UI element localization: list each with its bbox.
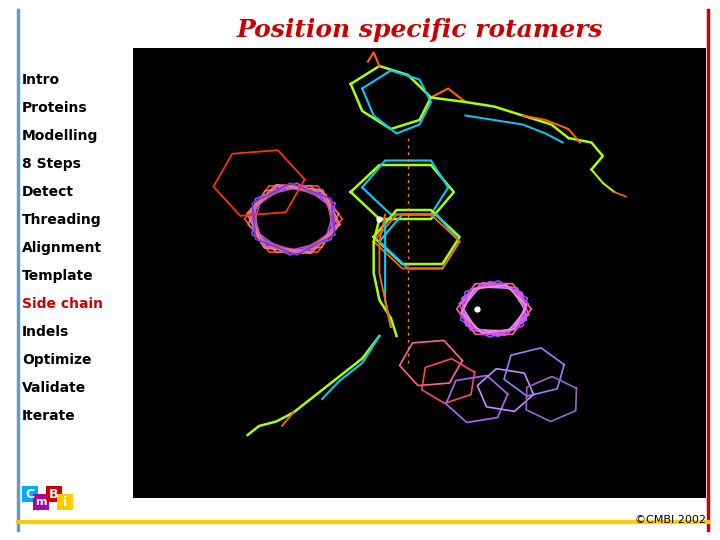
FancyBboxPatch shape bbox=[33, 494, 49, 510]
FancyBboxPatch shape bbox=[46, 486, 62, 502]
Text: ©CMBI 2002: ©CMBI 2002 bbox=[635, 515, 706, 525]
Text: C: C bbox=[25, 488, 35, 501]
Text: Modelling: Modelling bbox=[22, 129, 99, 143]
Text: Detect: Detect bbox=[22, 185, 74, 199]
Text: Threading: Threading bbox=[22, 213, 102, 227]
Text: Validate: Validate bbox=[22, 381, 86, 395]
Text: B: B bbox=[49, 488, 59, 501]
FancyBboxPatch shape bbox=[22, 486, 38, 502]
Text: i: i bbox=[63, 496, 67, 509]
Text: Alignment: Alignment bbox=[22, 241, 102, 255]
Text: Optimize: Optimize bbox=[22, 353, 91, 367]
Text: 8 Steps: 8 Steps bbox=[22, 157, 81, 171]
FancyBboxPatch shape bbox=[57, 494, 73, 510]
Text: Intro: Intro bbox=[22, 73, 60, 87]
Bar bbox=[133, 48, 706, 498]
Text: Iterate: Iterate bbox=[22, 409, 76, 423]
Text: m: m bbox=[35, 497, 47, 507]
Text: Template: Template bbox=[22, 269, 94, 283]
Text: Proteins: Proteins bbox=[22, 101, 88, 115]
Text: Position specific rotamers: Position specific rotamers bbox=[237, 18, 603, 42]
Text: Side chain: Side chain bbox=[22, 297, 103, 311]
Text: Indels: Indels bbox=[22, 325, 69, 339]
